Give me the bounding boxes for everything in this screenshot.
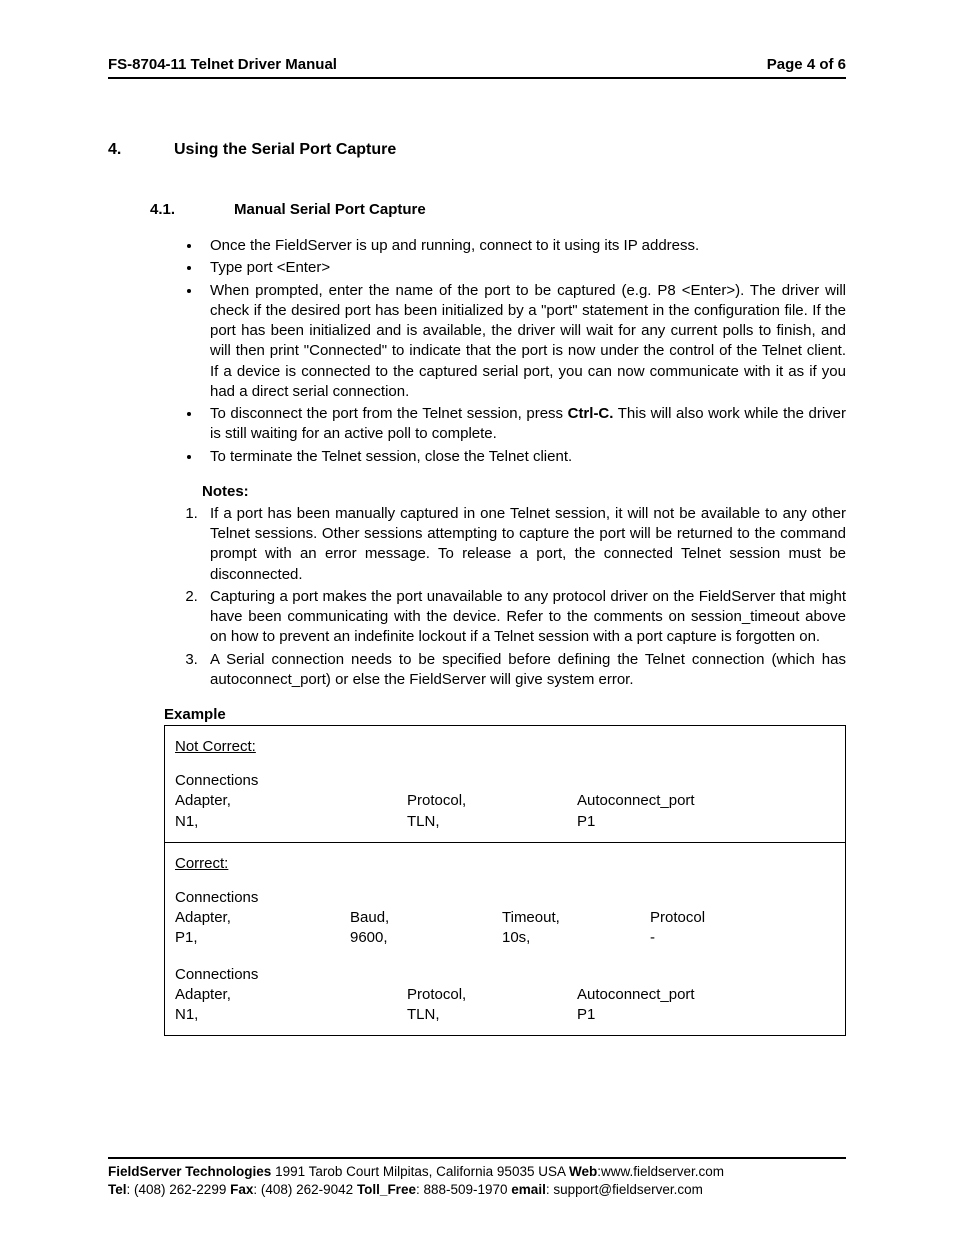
cell: N1, [175,812,407,832]
cell: Baud, [350,908,502,928]
example-box: Not Correct: Connections Adapter, Protoc… [164,725,846,1036]
header-right: Page 4 of 6 [767,56,846,73]
table-row: N1, TLN, P1 [175,1005,835,1025]
list-item: Capturing a port makes the port unavaila… [202,587,846,648]
config-block: Connections Adapter, Protocol, Autoconne… [175,771,835,832]
list-item: Once the FieldServer is up and running, … [202,236,846,256]
cell: TLN, [407,812,577,832]
table-row: P1, 9600, 10s, - [175,928,835,948]
notes-list: If a port has been manually captured in … [108,504,846,690]
correct-label: Correct: [175,855,835,872]
list-item: If a port has been manually captured in … [202,504,846,585]
cell: N1, [175,1005,407,1025]
email-label: email [511,1182,546,1197]
example-not-correct: Not Correct: Connections Adapter, Protoc… [165,726,845,842]
subsection-number: 4.1. [150,201,234,218]
cell: Autoconnect_port [577,985,695,1005]
table-row: Adapter, Protocol, Autoconnect_port [175,791,835,811]
cell: Adapter, [175,791,407,811]
email-value: : support@fieldserver.com [546,1182,703,1197]
tel-value: : (408) 262-2299 [127,1182,231,1197]
page-footer: FieldServer Technologies 1991 Tarob Cour… [108,1157,846,1199]
fax-label: Fax [230,1182,253,1197]
tollfree-label: Toll_Free [357,1182,416,1197]
cell: TLN, [407,1005,577,1025]
cell: Adapter, [175,908,350,928]
list-item: When prompted, enter the name of the por… [202,281,846,403]
table-row: Connections [175,771,835,791]
table-row: Adapter, Baud, Timeout, Protocol [175,908,835,928]
cell: Connections [175,888,350,908]
page: FS-8704-11 Telnet Driver Manual Page 4 o… [0,0,954,1235]
page-header: FS-8704-11 Telnet Driver Manual Page 4 o… [108,56,846,79]
table-row: Adapter, Protocol, Autoconnect_port [175,985,835,1005]
cell: Autoconnect_port [577,791,695,811]
cell: Connections [175,965,407,985]
section-heading: 4. Using the Serial Port Capture [108,141,846,159]
cell: Protocol [650,908,705,928]
address: 1991 Tarob Court Milpitas, California 95… [271,1164,569,1179]
list-item: To terminate the Telnet session, close t… [202,447,846,467]
config-block: Connections Adapter, Protocol, Autoconne… [175,965,835,1026]
footer-line-1: FieldServer Technologies 1991 Tarob Cour… [108,1163,846,1181]
web-label: Web [569,1164,597,1179]
example-heading: Example [164,706,846,723]
section-number: 4. [108,141,174,159]
footer-line-2: Tel: (408) 262-2299 Fax: (408) 262-9042 … [108,1181,846,1199]
list-item: A Serial connection needs to be specifie… [202,650,846,691]
not-correct-label: Not Correct: [175,738,835,755]
bullet-list: Once the FieldServer is up and running, … [108,236,846,467]
cell: 10s, [502,928,650,948]
list-item: To disconnect the port from the Telnet s… [202,404,846,445]
cell: - [650,928,655,948]
web-value: :www.fieldserver.com [597,1164,724,1179]
header-left: FS-8704-11 Telnet Driver Manual [108,56,337,73]
cell: P1 [577,1005,595,1025]
subsection-heading: 4.1. Manual Serial Port Capture [150,201,846,218]
cell: Protocol, [407,791,577,811]
company-name: FieldServer Technologies [108,1164,271,1179]
tollfree-value: : 888-509-1970 [416,1182,511,1197]
cell: Timeout, [502,908,650,928]
cell: Connections [175,771,407,791]
table-row: N1, TLN, P1 [175,812,835,832]
text: To disconnect the port from the Telnet s… [210,405,568,422]
cell: 9600, [350,928,502,948]
cell: P1, [175,928,350,948]
fax-value: : (408) 262-9042 [253,1182,357,1197]
notes-heading: Notes: [202,483,846,500]
cell: P1 [577,812,595,832]
table-row: Connections [175,888,835,908]
config-block: Connections Adapter, Baud, Timeout, Prot… [175,888,835,949]
subsection-title-text: Manual Serial Port Capture [234,201,426,218]
section-title-text: Using the Serial Port Capture [174,141,396,159]
table-row: Connections [175,965,835,985]
tel-label: Tel [108,1182,127,1197]
list-item: Type port <Enter> [202,258,846,278]
cell: Protocol, [407,985,577,1005]
cell: Adapter, [175,985,407,1005]
ctrl-c-bold: Ctrl-C. [568,405,614,422]
example-correct: Correct: Connections Adapter, Baud, Time… [165,842,845,1036]
